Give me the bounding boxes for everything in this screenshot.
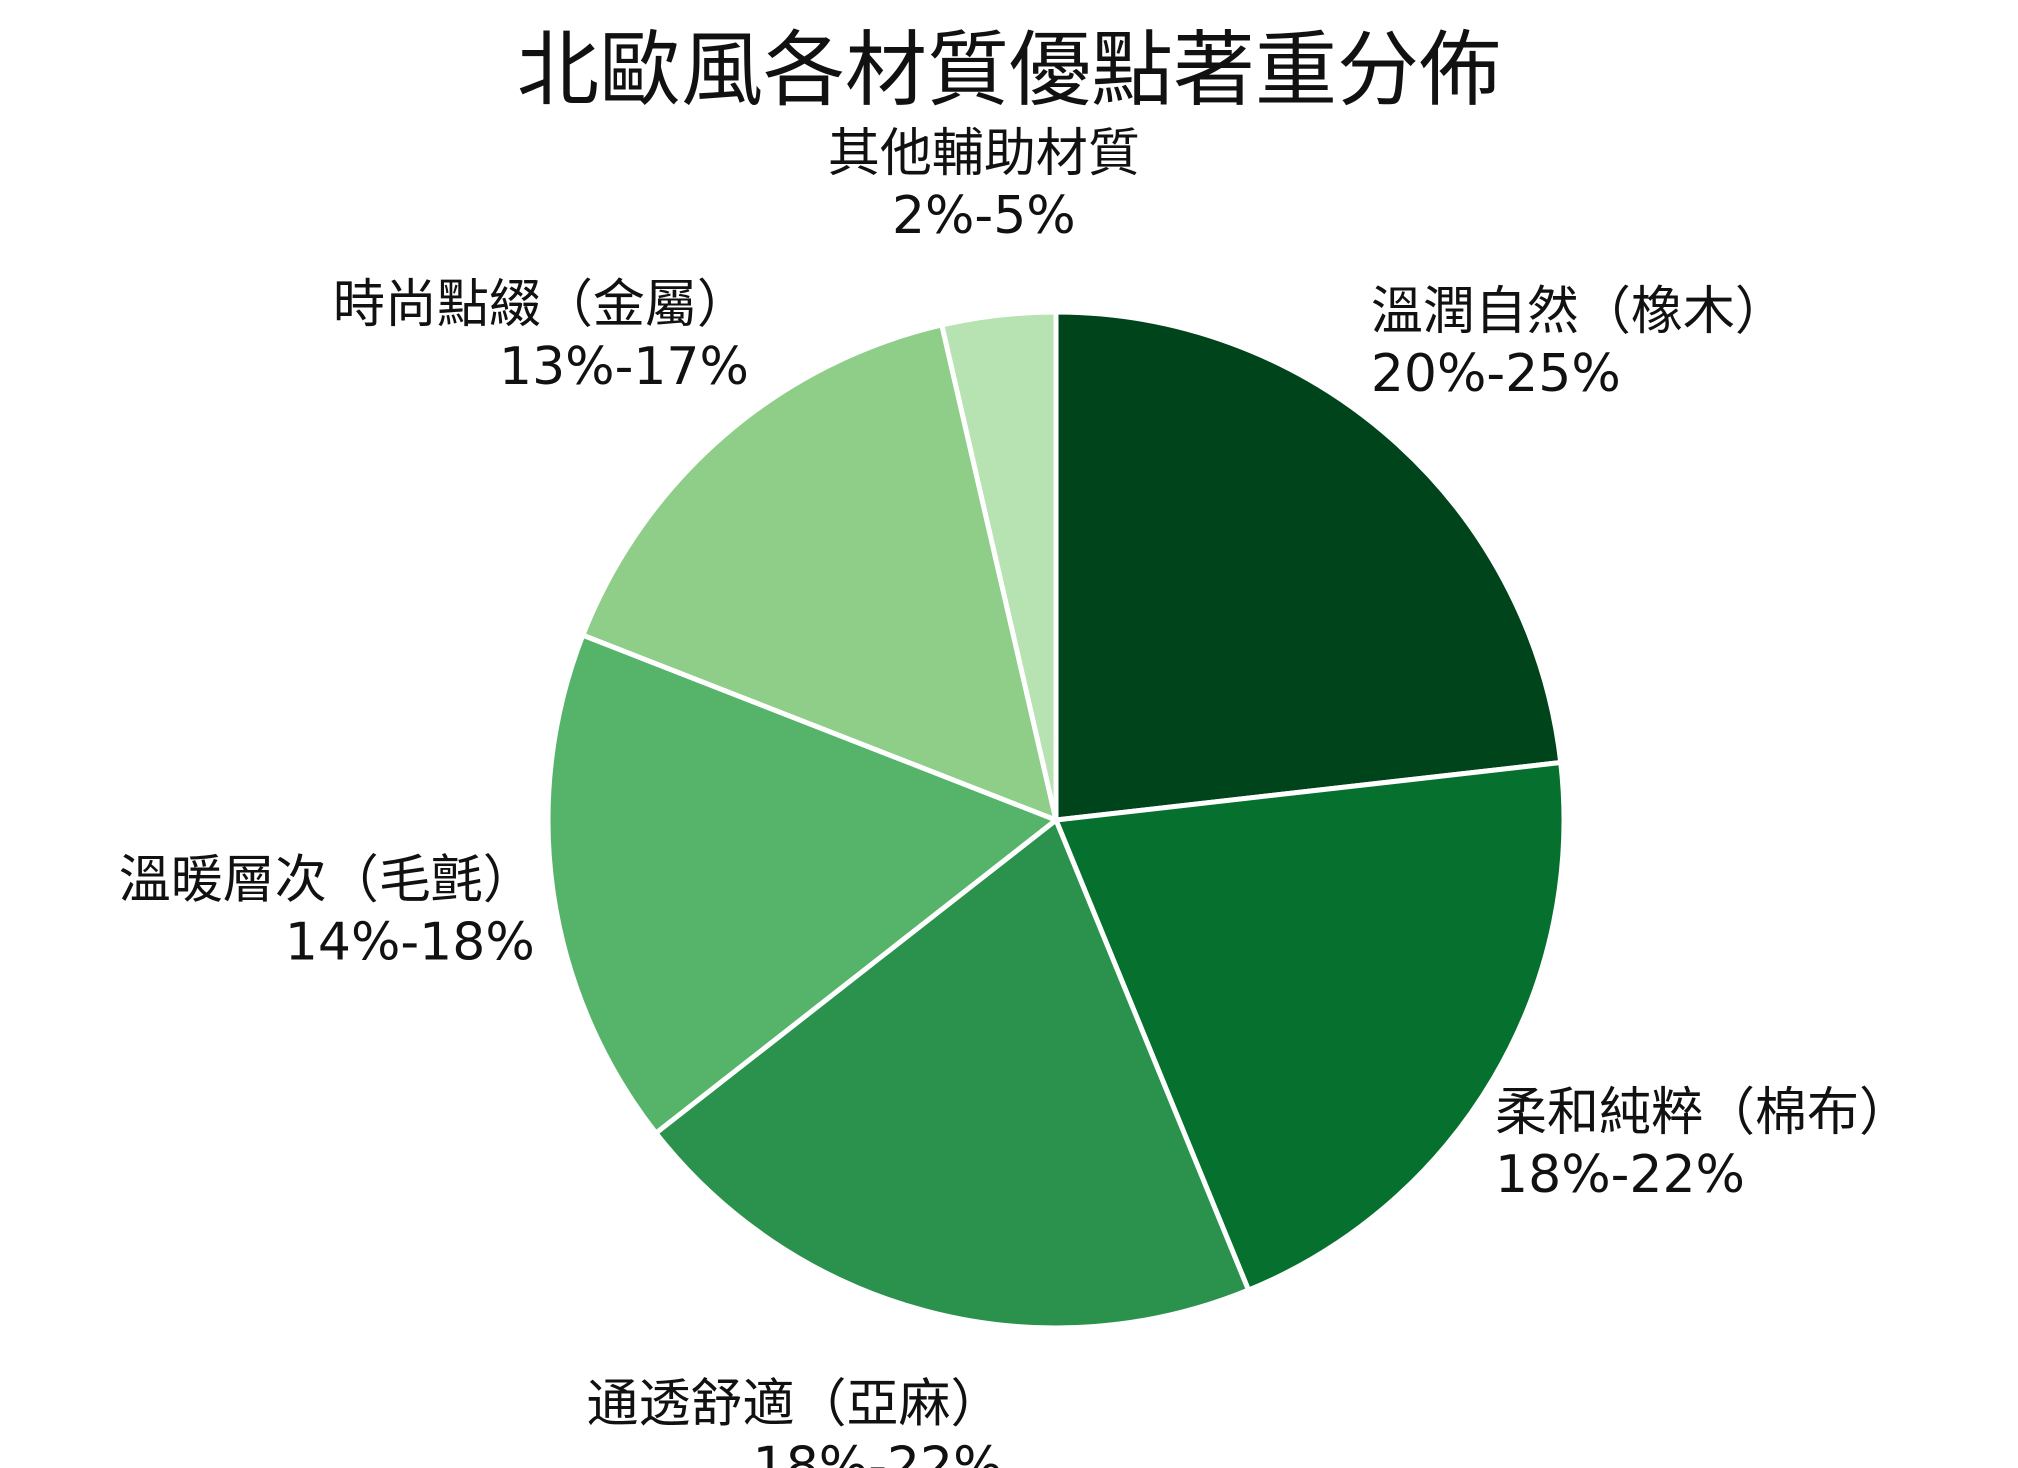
slice-label-name: 通透舒適（亞麻）	[587, 1375, 1003, 1435]
pie-slice	[653, 817, 1251, 1331]
pie-slice	[580, 322, 1059, 823]
slice-label-name: 溫暖層次（毛氈）	[119, 851, 535, 911]
slice-label-value: 13%-17%	[499, 337, 749, 397]
pie-slice	[1053, 309, 1564, 823]
slice-label: 溫暖層次（毛氈）14%-18%	[119, 851, 535, 973]
pie-labels: 溫潤自然（橡木）20%-25%柔和純粹（棉布）18%-22%通透舒適（亞麻）18…	[119, 124, 1911, 1468]
slice-label: 時尚點綴（金屬）13%-17%	[333, 275, 749, 397]
slice-label-value: 18%-22%	[753, 1437, 1003, 1468]
pie-slice	[545, 632, 1059, 1136]
slice-label: 通透舒適（亞麻）18%-22%	[587, 1375, 1003, 1468]
slice-label: 柔和純粹（棉布）18%-22%	[1495, 1083, 1911, 1205]
chart-title: 北歐風各材質優點著重分佈	[517, 23, 1501, 118]
slice-label-name: 柔和純粹（棉布）	[1495, 1083, 1911, 1143]
slice-label-value: 20%-25%	[1371, 344, 1621, 404]
slice-label-name: 溫潤自然（橡木）	[1371, 282, 1787, 342]
pie-slice	[1053, 760, 1567, 1293]
slice-label: 溫潤自然（橡木）20%-25%	[1371, 282, 1787, 404]
pie-slices	[545, 309, 1567, 1331]
slice-label-value: 2%-5%	[892, 186, 1076, 246]
slice-label-name: 其他輔助材質	[828, 124, 1140, 184]
slice-label-name: 時尚點綴（金屬）	[333, 275, 749, 335]
slice-label-value: 14%-18%	[285, 913, 535, 973]
pie-slice	[939, 309, 1059, 823]
slice-label-value: 18%-22%	[1495, 1145, 1745, 1205]
